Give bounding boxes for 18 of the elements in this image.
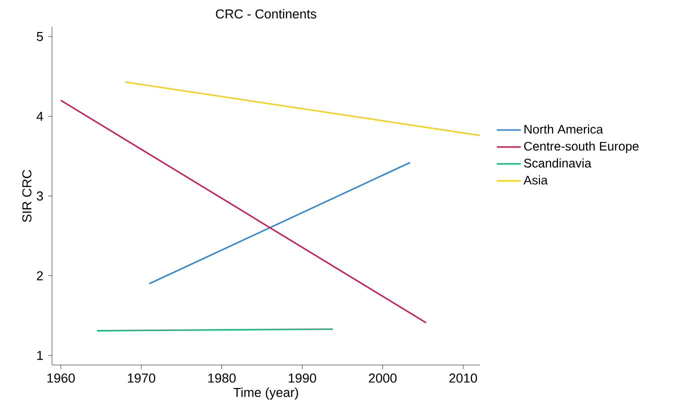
y-tick-label: 3: [36, 191, 43, 201]
y-tick-label: 2: [36, 271, 43, 280]
x-tick-label: 2010: [449, 374, 478, 383]
y-tick-label: 1: [37, 350, 43, 360]
x-tick-label: 1960: [47, 374, 75, 383]
legend-label: Asia: [524, 175, 548, 185]
y-axis-title: SIR CRC: [22, 170, 32, 222]
x-tick-label: 1980: [208, 374, 236, 383]
y-tick-label: 4: [36, 112, 44, 121]
x-tick-label: 2000: [368, 374, 397, 383]
legend-label: Centre-south Europe: [524, 141, 639, 154]
legend-label: North America: [524, 124, 604, 134]
x-tick-label: 1970: [128, 374, 156, 383]
legend-label: Scandinavia: [524, 158, 592, 168]
y-tick-label: 5: [36, 32, 43, 42]
chart-title: CRC - Continents: [216, 8, 316, 18]
x-axis-title: Time (year): [233, 388, 298, 400]
x-tick-label: 1990: [288, 374, 316, 383]
